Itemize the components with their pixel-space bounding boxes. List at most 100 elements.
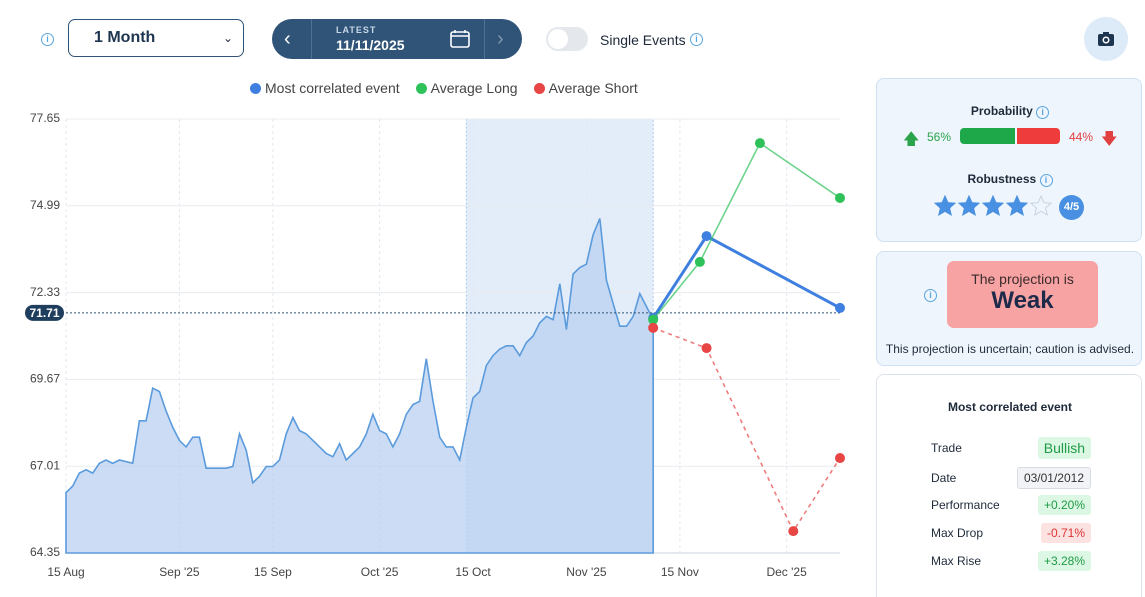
prob-down xyxy=(1016,128,1060,144)
series-dot xyxy=(788,526,799,537)
reference-pill xyxy=(25,304,64,321)
probability-card: Probability i 🡅 56% 44% 🡇 Robustness i 4… xyxy=(876,78,1142,242)
legend-label: Average Short xyxy=(548,80,638,96)
y-tick-label: 72.33 xyxy=(30,285,60,299)
star-shape xyxy=(958,195,980,217)
series-dot xyxy=(835,302,845,313)
robustness-score: 4/5 xyxy=(1059,195,1084,220)
x-tick-label: 15 Oct xyxy=(455,565,491,579)
series-line xyxy=(652,141,841,321)
probability-title: Probability i xyxy=(877,104,1143,119)
x-tick-label: 15 Sep xyxy=(254,565,292,579)
legend-label: Most correlated event xyxy=(265,80,400,96)
legend-label: Average Long xyxy=(430,80,518,96)
row-label: Date xyxy=(931,471,957,485)
legend-dot xyxy=(415,82,427,94)
chart: 64.35 67.01 69.67 72.33 74.99 77.65 15 Aug Sep … xyxy=(25,111,845,579)
series-dot xyxy=(835,453,845,464)
event-row: Max Drop -0.71% xyxy=(931,523,1091,543)
legend: Most correlated event Average Long Average… xyxy=(250,80,638,96)
series-line xyxy=(651,234,841,319)
row-label: Max Drop xyxy=(931,526,984,540)
projection-box: The projection is Weak xyxy=(947,261,1098,328)
history-area xyxy=(65,218,655,554)
series-dot xyxy=(648,322,659,333)
prob-up xyxy=(960,128,1015,144)
x-tick-label: 15 Aug xyxy=(47,565,84,579)
legend-dot xyxy=(533,82,545,94)
row-value: +3.28% xyxy=(1037,551,1091,571)
down-arrow: 🡇 xyxy=(1101,131,1118,148)
row-value: 03/01/2012 xyxy=(1016,467,1091,489)
single-events-label: Single Events xyxy=(600,32,686,48)
star-shape xyxy=(982,195,1004,217)
x-tick-label: 15 Nov xyxy=(661,565,699,579)
y-tick-label: 64.35 xyxy=(30,545,60,559)
y-tick-label: 74.99 xyxy=(30,198,60,212)
series-dot xyxy=(648,314,659,325)
camera-icon xyxy=(1098,32,1114,46)
row-value: -0.71% xyxy=(1040,523,1091,543)
latest-label: LATEST xyxy=(336,25,377,35)
period-select[interactable]: 1 Month ⌄ xyxy=(68,19,244,57)
event-row: Date 03/01/2012 xyxy=(931,467,1091,489)
info-icon[interactable]: i xyxy=(690,33,703,46)
x-tick-label: Nov '25 xyxy=(566,565,607,579)
star-shape xyxy=(934,195,956,217)
prev-button[interactable]: ‹ xyxy=(284,28,291,50)
star xyxy=(1030,195,1052,217)
series-line xyxy=(652,327,841,533)
probability-title-text: Probability xyxy=(970,104,1033,118)
period-label: 1 Month xyxy=(94,29,156,46)
star xyxy=(934,195,956,217)
x-tick-label: Sep '25 xyxy=(159,565,200,579)
y-tick-label: 67.01 xyxy=(30,458,60,472)
camera-button[interactable] xyxy=(1084,17,1128,61)
row-value: +0.20% xyxy=(1037,495,1091,515)
y-tick-label: 77.65 xyxy=(30,111,60,125)
x-tick-label: Dec '25 xyxy=(766,565,807,579)
legend-item: Most correlated event xyxy=(250,80,400,96)
row-label: Max Rise xyxy=(931,554,982,568)
row-label: Trade xyxy=(931,441,962,455)
info-icon[interactable]: i xyxy=(1036,106,1050,119)
row-value: Bullish xyxy=(1037,437,1091,459)
projection-note: This projection is uncertain; caution is… xyxy=(885,342,1135,356)
probability-bar xyxy=(960,128,1060,144)
x-tick-label: Oct '25 xyxy=(361,565,399,579)
stars xyxy=(934,195,1052,217)
projection-card: i The projection is Weak This projection… xyxy=(876,251,1142,366)
divider xyxy=(311,19,312,59)
date-nav: ‹ LATEST 11/11/2025 › xyxy=(272,19,522,59)
event-card: Most correlated event Trade Bullish Date 0… xyxy=(876,374,1142,597)
legend-item: Average Long xyxy=(415,80,518,96)
series-dot xyxy=(694,256,705,267)
star xyxy=(1006,195,1028,217)
projection-verdict: Weak xyxy=(991,287,1054,314)
legend-dot xyxy=(250,82,261,94)
chevron: ⌄ xyxy=(222,31,233,45)
star xyxy=(958,195,980,217)
info-icon[interactable]: i xyxy=(924,289,937,302)
series-dot xyxy=(835,192,845,203)
info-icon[interactable]: i xyxy=(1039,174,1053,187)
calendar-icon[interactable] xyxy=(449,29,471,49)
latest-date: 11/11/2025 xyxy=(336,37,405,53)
event-title: Most correlated event xyxy=(947,400,1073,414)
event-row: Max Rise +3.28% xyxy=(931,551,1091,571)
legend-item: Average Short xyxy=(533,80,638,96)
robustness-title-text: Robustness xyxy=(967,172,1037,186)
star-shape xyxy=(1030,195,1052,217)
row-label: Performance xyxy=(931,498,1000,512)
next-button[interactable]: › xyxy=(497,28,504,50)
series-dot xyxy=(701,231,712,242)
info-icon[interactable]: i xyxy=(41,33,54,46)
toggle[interactable] xyxy=(546,27,588,51)
toggle-knob xyxy=(548,29,568,49)
series-dot xyxy=(701,343,712,354)
up-label: 56% xyxy=(927,130,952,144)
event-row: Performance +0.20% xyxy=(931,495,1091,515)
projection-intro: The projection is xyxy=(971,271,1074,287)
series-dot xyxy=(754,138,765,149)
